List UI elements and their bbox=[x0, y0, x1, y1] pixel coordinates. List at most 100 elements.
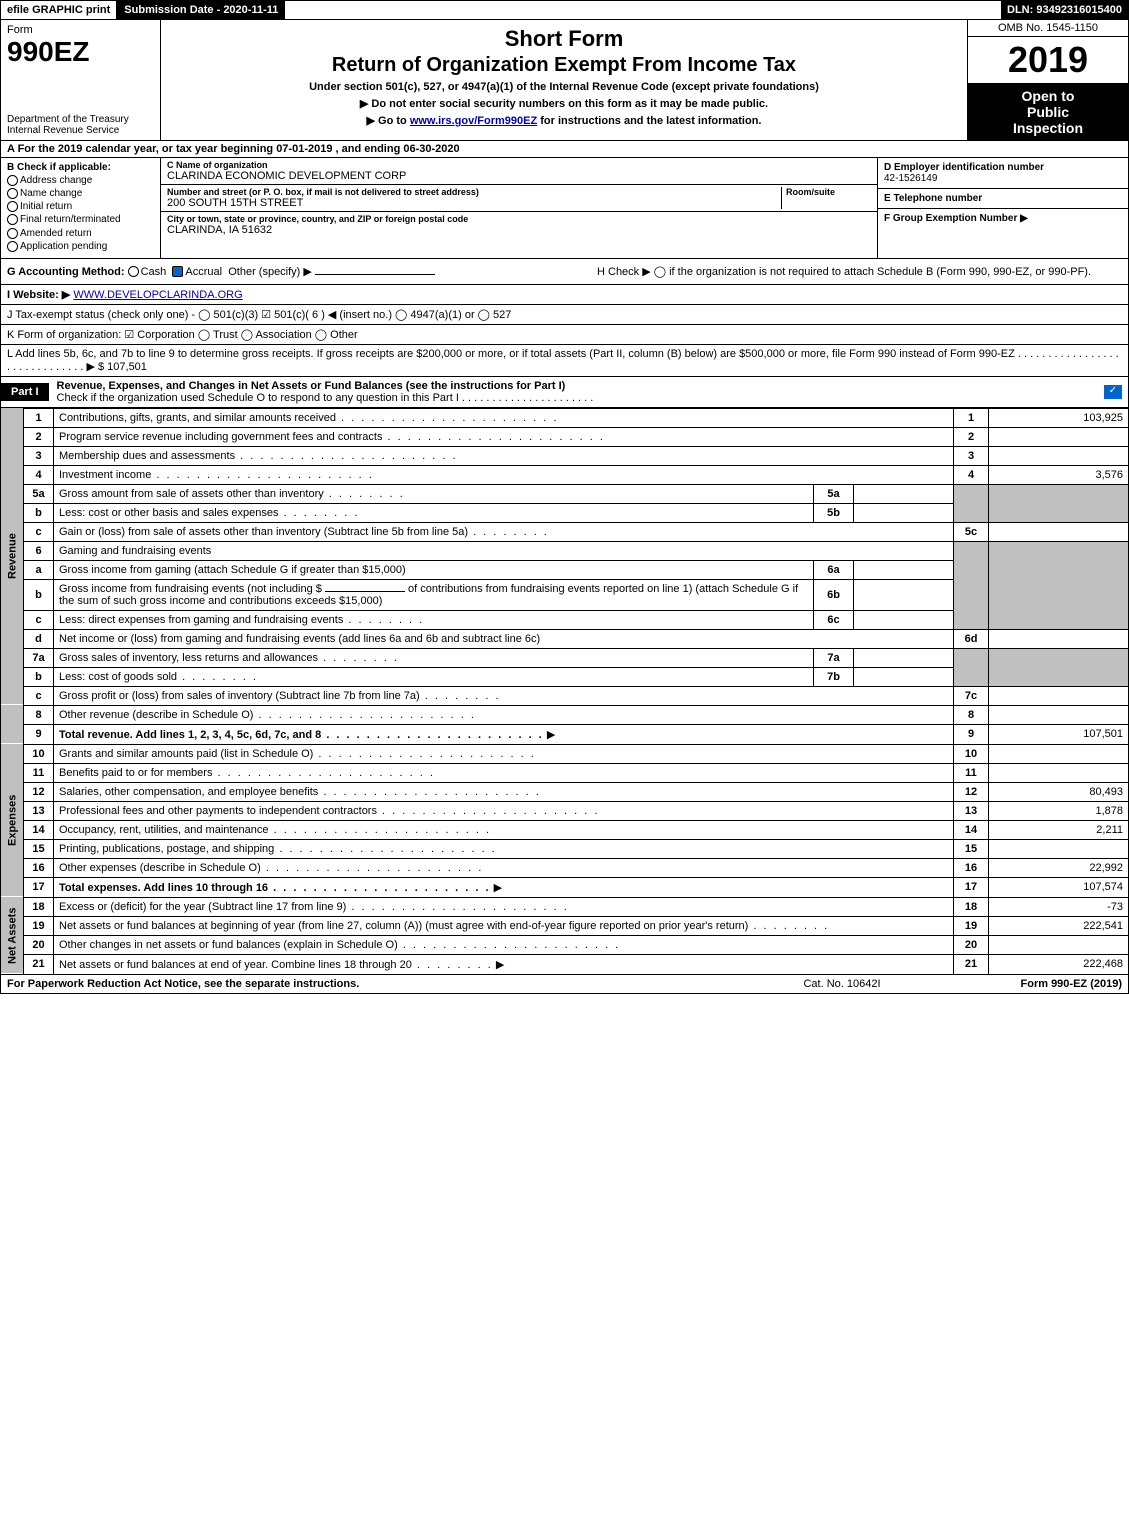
title-return: Return of Organization Exempt From Incom… bbox=[171, 54, 957, 77]
l7ab-greybox bbox=[954, 648, 989, 686]
chk-initial-return[interactable]: Initial return bbox=[7, 201, 154, 212]
l7c-linenum: 7c bbox=[954, 686, 989, 705]
l7b-num: b bbox=[24, 667, 54, 686]
l18-amount: -73 bbox=[989, 897, 1129, 916]
g-label: G Accounting Method: bbox=[7, 266, 125, 278]
l14-linenum: 14 bbox=[954, 820, 989, 839]
l3-amount bbox=[989, 446, 1129, 465]
note-goto: ▶ Go to www.irs.gov/Form990EZ for instru… bbox=[171, 114, 957, 127]
l5b-subval[interactable] bbox=[854, 503, 954, 522]
org-city-cell: City or town, state or province, country… bbox=[161, 212, 877, 238]
h-schedule-b: H Check ▶ ◯ if the organization is not r… bbox=[597, 265, 1122, 278]
open-line3: Inspection bbox=[972, 120, 1124, 136]
l2-text: Program service revenue including govern… bbox=[54, 427, 954, 446]
col-b-checkboxes: B Check if applicable: Address change Na… bbox=[1, 158, 161, 258]
l6a-subval[interactable] bbox=[854, 560, 954, 579]
side-label-revenue: Revenue bbox=[1, 408, 24, 705]
omb-number: OMB No. 1545-1150 bbox=[968, 20, 1128, 37]
l15-text: Printing, publications, postage, and shi… bbox=[54, 839, 954, 858]
l4-amount: 3,576 bbox=[989, 465, 1129, 484]
note-goto-pre: ▶ Go to bbox=[367, 115, 410, 127]
row-l-gross-receipts: L Add lines 5b, 6c, and 7b to line 9 to … bbox=[0, 345, 1129, 377]
chk-accrual[interactable] bbox=[172, 266, 183, 277]
part1-header: Part I Revenue, Expenses, and Changes in… bbox=[0, 377, 1129, 408]
l16-text: Other expenses (describe in Schedule O) bbox=[54, 858, 954, 877]
chk-application-pending[interactable]: Application pending bbox=[7, 241, 154, 252]
chk-name-change[interactable]: Name change bbox=[7, 188, 154, 199]
l7c-num: c bbox=[24, 686, 54, 705]
org-name-label: C Name of organization bbox=[167, 160, 871, 170]
l21-num: 21 bbox=[24, 954, 54, 974]
chk-address-change[interactable]: Address change bbox=[7, 175, 154, 186]
l10-text: Grants and similar amounts paid (list in… bbox=[54, 744, 954, 763]
l9-text: Total revenue. Add lines 1, 2, 3, 4, 5c,… bbox=[54, 724, 954, 744]
ein-label: D Employer identification number bbox=[884, 162, 1122, 173]
l14-text: Occupancy, rent, utilities, and maintena… bbox=[54, 820, 954, 839]
l7a-subval[interactable] bbox=[854, 648, 954, 667]
l2-linenum: 2 bbox=[954, 427, 989, 446]
form-number: 990EZ bbox=[7, 36, 154, 68]
l9-linenum: 9 bbox=[954, 724, 989, 744]
chk-final-return[interactable]: Final return/terminated bbox=[7, 214, 154, 225]
l5ab-greyamt bbox=[989, 484, 1129, 522]
l8-num: 8 bbox=[24, 705, 54, 724]
l20-linenum: 20 bbox=[954, 935, 989, 954]
l19-amount: 222,541 bbox=[989, 916, 1129, 935]
header-mid: Short Form Return of Organization Exempt… bbox=[161, 20, 968, 140]
l6b-blank[interactable] bbox=[325, 591, 405, 592]
l12-text: Salaries, other compensation, and employ… bbox=[54, 782, 954, 801]
l3-text: Membership dues and assessments bbox=[54, 446, 954, 465]
l7ab-greyamt bbox=[989, 648, 1129, 686]
l6a-num: a bbox=[24, 560, 54, 579]
col-b-title: B Check if applicable: bbox=[7, 162, 154, 173]
row-l-text: L Add lines 5b, 6c, and 7b to line 9 to … bbox=[7, 348, 1119, 373]
part1-checkbox[interactable]: ✓ bbox=[1104, 385, 1122, 399]
row-g-h: G Accounting Method: Cash Accrual Other … bbox=[0, 259, 1129, 285]
l15-amount bbox=[989, 839, 1129, 858]
l13-amount: 1,878 bbox=[989, 801, 1129, 820]
l6b-subval[interactable] bbox=[854, 579, 954, 610]
l1-text: Contributions, gifts, grants, and simila… bbox=[54, 408, 954, 427]
l14-num: 14 bbox=[24, 820, 54, 839]
part1-title: Revenue, Expenses, and Changes in Net As… bbox=[49, 377, 1104, 407]
l7b-subval[interactable] bbox=[854, 667, 954, 686]
l13-linenum: 13 bbox=[954, 801, 989, 820]
irs-link[interactable]: www.irs.gov/Form990EZ bbox=[410, 115, 537, 127]
l5a-num: 5a bbox=[24, 484, 54, 503]
l5c-amount bbox=[989, 522, 1129, 541]
l6-text: Gaming and fundraising events bbox=[54, 541, 954, 560]
g-other-input[interactable] bbox=[315, 274, 435, 275]
info-grid: B Check if applicable: Address change Na… bbox=[0, 158, 1129, 259]
l20-amount bbox=[989, 935, 1129, 954]
part1-subtitle: Check if the organization used Schedule … bbox=[57, 392, 594, 404]
l2-amount bbox=[989, 427, 1129, 446]
l3-num: 3 bbox=[24, 446, 54, 465]
l5c-text: Gain or (loss) from sale of assets other… bbox=[54, 522, 954, 541]
city-label: City or town, state or province, country… bbox=[167, 214, 871, 224]
l7b-sublabel: 7b bbox=[814, 667, 854, 686]
l11-linenum: 11 bbox=[954, 763, 989, 782]
dept-irs: Internal Revenue Service bbox=[7, 125, 154, 136]
org-street-cell: Number and street (or P. O. box, if mail… bbox=[161, 185, 877, 212]
l13-num: 13 bbox=[24, 801, 54, 820]
l8-amount bbox=[989, 705, 1129, 724]
l18-text: Excess or (deficit) for the year (Subtra… bbox=[54, 897, 954, 916]
form-header: Form 990EZ Department of the Treasury In… bbox=[0, 20, 1129, 141]
website-link[interactable]: WWW.DEVELOPCLARINDA.ORG bbox=[73, 289, 242, 301]
l11-text: Benefits paid to or for members bbox=[54, 763, 954, 782]
telephone-label: E Telephone number bbox=[884, 193, 1122, 204]
chk-amended-return[interactable]: Amended return bbox=[7, 228, 154, 239]
l6c-subval[interactable] bbox=[854, 610, 954, 629]
l18-num: 18 bbox=[24, 897, 54, 916]
side-label-expenses: Expenses bbox=[1, 744, 24, 897]
col-c-org-info: C Name of organization CLARINDA ECONOMIC… bbox=[161, 158, 878, 258]
l2-num: 2 bbox=[24, 427, 54, 446]
l5a-subval[interactable] bbox=[854, 484, 954, 503]
row-l-amount: $ 107,501 bbox=[98, 361, 147, 373]
chk-cash[interactable] bbox=[128, 266, 139, 277]
l16-amount: 22,992 bbox=[989, 858, 1129, 877]
l4-num: 4 bbox=[24, 465, 54, 484]
efile-print-button[interactable]: efile GRAPHIC print bbox=[1, 1, 118, 19]
l6-greyamt bbox=[989, 541, 1129, 629]
tax-year: 2019 bbox=[968, 37, 1128, 84]
